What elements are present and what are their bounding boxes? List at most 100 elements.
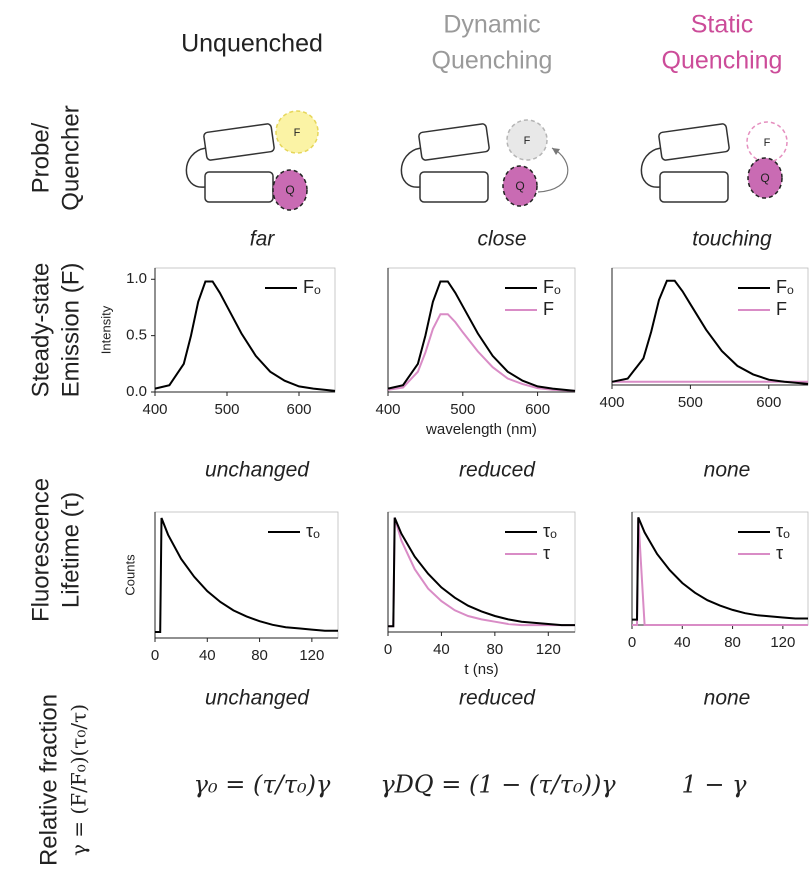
condition-label: close: [477, 228, 526, 251]
y-tick-label: 0.0: [126, 383, 147, 400]
row-label: Relative fraction γ = (F/F₀)(τ₀/τ): [35, 694, 90, 866]
x-axis-label: t (ns): [464, 661, 498, 678]
column-title: Quenching: [432, 47, 553, 75]
column-title: Unquenched: [181, 30, 323, 58]
x-tick-label: 40: [674, 634, 691, 651]
condition-label: none: [704, 459, 751, 482]
probe-diagram: FQ: [185, 110, 319, 211]
y-tick-label: 0.5: [126, 327, 147, 344]
plot: 0 40 80 120 τₒτ: [628, 511, 809, 651]
row-label: Fluorescence Lifetime (τ): [27, 478, 84, 622]
fluorophore-label: F: [764, 137, 771, 149]
equation: γ₀ = (τ/τ₀)γ: [194, 771, 331, 799]
x-tick-label: 0: [384, 641, 392, 658]
arrow-head: [552, 148, 560, 155]
probe-domain: [203, 123, 275, 161]
legend-label: τₒ: [543, 521, 557, 541]
probe-domain: [418, 123, 490, 161]
condition-label: far: [250, 228, 276, 251]
condition-label: unchanged: [205, 687, 310, 710]
quencher: [747, 157, 783, 199]
x-tick-label: 500: [678, 394, 703, 411]
x-tick-label: 0: [151, 647, 159, 664]
condition-label: reduced: [459, 459, 536, 482]
quencher-label: Q: [760, 171, 769, 185]
condition-label: none: [704, 687, 751, 710]
quencher-label: Q: [515, 179, 524, 193]
plot: 400 500 600 0.0 0.5 1.0 Intensity Fₒ: [98, 267, 336, 418]
series-line: [387, 313, 576, 392]
condition-label: touching: [692, 228, 772, 251]
legend-label: τ: [543, 543, 550, 563]
row-label-line: Relative fraction: [35, 694, 62, 866]
x-tick-label: 600: [286, 401, 311, 418]
x-tick-label: 40: [433, 641, 450, 658]
transfer-arrow: [537, 147, 569, 193]
probe-diagram: FQ: [400, 119, 569, 207]
series-line: [154, 280, 336, 392]
probe-domain: [419, 171, 489, 203]
x-tick-label: 400: [375, 401, 400, 418]
legend-label: τₒ: [776, 521, 790, 541]
column-title: Quenching: [662, 47, 783, 75]
y-axis-label: Intensity: [98, 305, 113, 354]
plot: 400 500 600 FₒF: [599, 267, 809, 411]
y-axis-label: Counts: [122, 554, 137, 596]
x-tick-label: 120: [299, 647, 324, 664]
x-tick-label: 500: [450, 401, 475, 418]
row-label-line: γ = (F/F₀)(τ₀/τ): [67, 704, 91, 856]
series-line: [611, 279, 809, 385]
fluorophore: [275, 110, 319, 154]
x-tick-label: 0: [628, 634, 636, 651]
row-label-line: Probe/: [27, 122, 54, 193]
row-label-line: Steady-state: [27, 263, 54, 398]
series-line: [388, 517, 575, 628]
legend-label: F: [543, 299, 554, 319]
series-line: [388, 517, 575, 628]
quencher: [272, 169, 308, 211]
row-label-line: Fluorescence: [27, 478, 54, 622]
condition-label: reduced: [459, 687, 536, 710]
row-label: Steady-state Emission (F): [27, 263, 84, 398]
series-line: [632, 517, 808, 626]
plot: 0 40 80 120 Counts τₒ: [122, 511, 339, 664]
fluorophore-label: F: [524, 135, 531, 147]
x-tick-label: 80: [251, 647, 268, 664]
legend-label: F: [776, 299, 787, 319]
linker: [640, 147, 662, 188]
x-tick-label: 120: [536, 641, 561, 658]
row-label-line: Lifetime (τ): [57, 492, 84, 608]
probe-domain: [659, 171, 729, 203]
x-tick-label: 400: [142, 401, 167, 418]
legend-label: Fₒ: [776, 277, 794, 297]
x-tick-label: 600: [525, 401, 550, 418]
row-label-line: Emission (F): [57, 263, 84, 398]
linker: [185, 147, 207, 188]
plot: 0 40 80 120 t (ns) τₒτ: [384, 511, 576, 678]
condition-label: unchanged: [205, 459, 310, 482]
linker: [400, 147, 422, 188]
quencher-label: Q: [285, 183, 294, 197]
legend-label: Fₒ: [303, 277, 321, 297]
fluorophore-label: F: [294, 127, 301, 139]
y-tick-label: 1.0: [126, 270, 147, 287]
column-title: Dynamic: [443, 11, 540, 39]
x-tick-label: 120: [770, 634, 795, 651]
row-label-line: Quencher: [57, 105, 84, 210]
equation: 1 − γ: [682, 771, 748, 799]
probe-domain: [204, 171, 274, 203]
legend-label: τₒ: [306, 521, 320, 541]
column-title: Static: [691, 11, 754, 39]
quencher: [502, 165, 538, 207]
series-line: [155, 517, 338, 633]
x-tick-label: 600: [756, 394, 781, 411]
x-tick-label: 80: [487, 641, 504, 658]
x-tick-label: 400: [599, 394, 624, 411]
probe-domain: [658, 123, 730, 161]
legend-label: Fₒ: [543, 277, 561, 297]
series-line: [632, 517, 808, 621]
x-axis-label: wavelength (nm): [425, 421, 537, 438]
equation: γDQ = (1 − (τ/τ₀))γ: [380, 771, 616, 799]
